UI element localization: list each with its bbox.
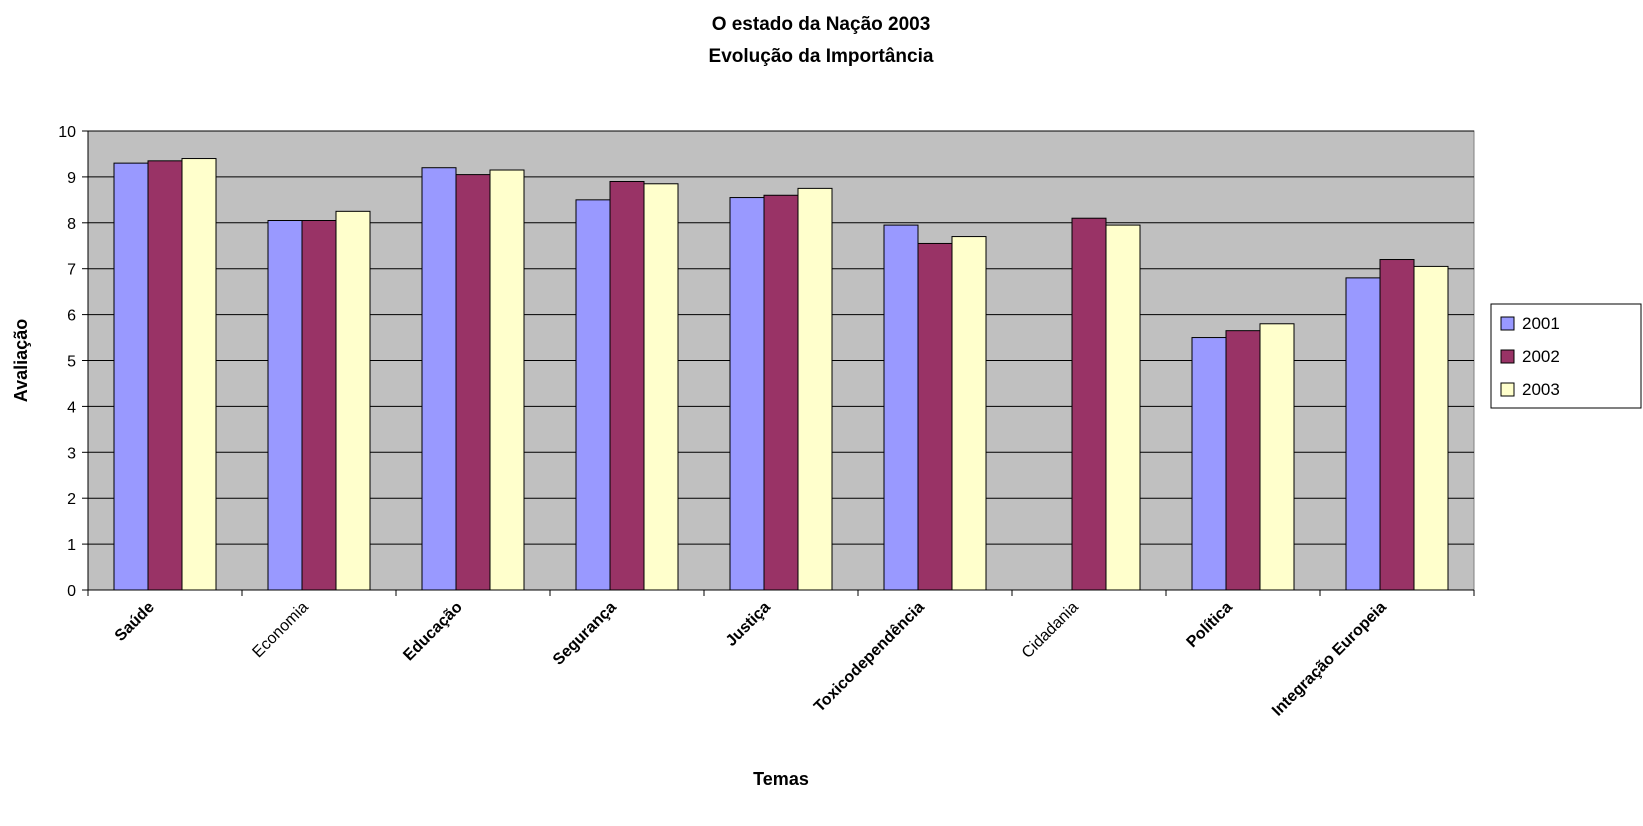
- bar-2002: [147, 160, 183, 591]
- bar-2001: [575, 199, 611, 591]
- legend-swatch: [1500, 316, 1515, 331]
- legend: 2001 2002 2003: [1490, 303, 1642, 409]
- legend-swatch: [1500, 349, 1515, 364]
- bar-2001: [113, 162, 149, 591]
- y-tick-labels: 0 1 2 3 4 5 6 7 8 9 10: [58, 124, 76, 600]
- bar-2002: [917, 242, 953, 591]
- bar-2003: [335, 210, 371, 591]
- y-tick-label: 3: [67, 445, 76, 462]
- chart-subtitle: Evolução da Importância: [709, 46, 934, 67]
- y-tick-label: 1: [67, 537, 76, 554]
- y-tick-label: 10: [58, 124, 76, 141]
- y-tick-label: 8: [67, 216, 76, 233]
- bar-2001: [1191, 337, 1227, 591]
- x-tick-label: Cidadania: [1019, 599, 1082, 662]
- y-tick-label: 4: [67, 399, 76, 416]
- bar-2002: [1379, 259, 1415, 591]
- chart-title: O estado da Nação 2003: [712, 14, 931, 35]
- bar-2001: [883, 224, 919, 591]
- bar-2003: [1105, 224, 1141, 591]
- bar-2003: [1259, 323, 1295, 591]
- x-tick-labels: Saúde Economia Educação Segurança Justiça Tox…: [112, 599, 1390, 720]
- y-tick-label: 9: [67, 170, 76, 187]
- bar-2001: [1345, 277, 1381, 591]
- bar-2002: [455, 174, 491, 591]
- legend-label: 2002: [1522, 347, 1560, 366]
- bar-2001: [729, 197, 765, 591]
- bar-2003: [797, 187, 833, 591]
- y-tick-label: 5: [67, 354, 76, 371]
- x-tick-label: Educação: [400, 599, 466, 665]
- legend-swatch: [1500, 382, 1515, 397]
- x-tick-label: Segurança: [550, 599, 620, 669]
- x-tick-label: Política: [1184, 599, 1236, 651]
- bar-2002: [301, 220, 337, 591]
- bar-2001: [421, 167, 457, 591]
- legend-label: 2001: [1522, 314, 1560, 333]
- x-tick-label: Saúde: [112, 599, 158, 645]
- bar-2003: [181, 158, 217, 591]
- x-tick-label: Justiça: [723, 599, 774, 650]
- bar-2003: [489, 169, 525, 591]
- axes: [82, 130, 1475, 596]
- bar-2002: [1225, 330, 1261, 591]
- y-axis-label: Avaliação: [11, 319, 31, 402]
- bar-2003: [1413, 265, 1449, 591]
- bar-2002: [1071, 217, 1107, 591]
- x-tick-label: Integração Europeia: [1269, 599, 1390, 720]
- y-tick-label: 7: [67, 262, 76, 279]
- bar-2002: [763, 194, 799, 591]
- x-tick-label: Toxicodependência: [811, 599, 928, 716]
- x-axis-label: Temas: [753, 769, 809, 789]
- bar-2002: [609, 180, 645, 591]
- y-tick-label: 2: [67, 491, 76, 508]
- bar-2003: [643, 183, 679, 591]
- legend-box: [1490, 303, 1642, 409]
- legend-label: 2003: [1522, 380, 1560, 399]
- x-tick-label: Economia: [249, 599, 311, 661]
- y-tick-label: 6: [67, 308, 76, 325]
- bar-2001: [267, 220, 303, 591]
- y-tick-label: 0: [67, 583, 76, 600]
- bar-2003: [951, 236, 987, 591]
